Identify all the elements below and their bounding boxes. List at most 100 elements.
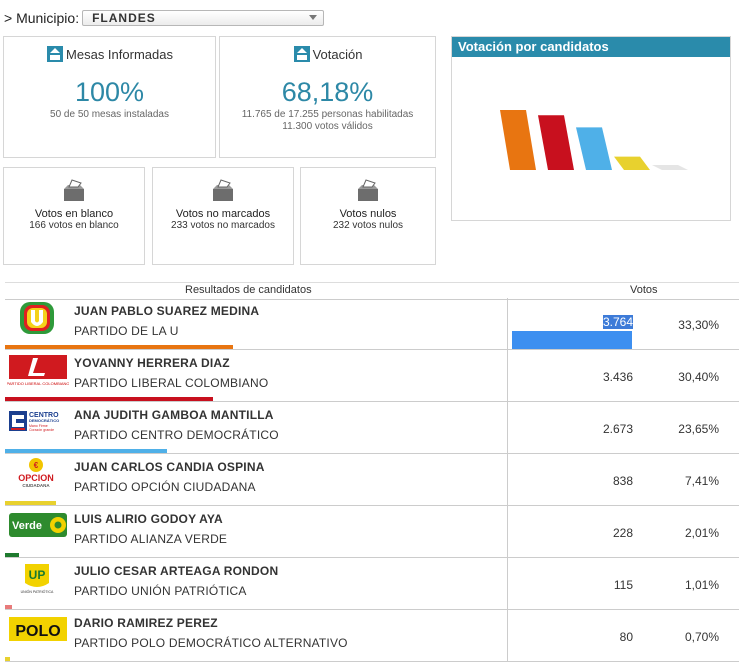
candidate-votes: 3.436	[602, 370, 633, 384]
candidates-chart[interactable]	[452, 57, 730, 220]
table-row[interactable]: POLO DARIO RAMIREZ PEREZ PARTIDO POLO DE…	[5, 610, 739, 662]
municipio-select[interactable]: FLANDES	[82, 10, 325, 26]
column-divider	[507, 298, 508, 349]
candidate-votes: 80	[619, 630, 633, 644]
votacion-detail-habilitadas: 11.765 de 17.255 personas habilitadas	[241, 109, 414, 120]
votos-nulos-title: Votos nulos	[339, 208, 397, 220]
candidate-percent: 30,40%	[678, 370, 719, 384]
candidate-votes: 838	[612, 474, 633, 488]
party-color-bar	[5, 605, 12, 609]
mesas-informadas-card: Mesas Informadas 100% 50 de 50 mesas ins…	[3, 36, 216, 158]
partido-liberal-logo: PARTIDO LIBERAL COLOMBIANO	[7, 355, 69, 386]
table-row[interactable]: PARTIDO LIBERAL COLOMBIANO YOVANNY HERRE…	[5, 350, 739, 402]
candidate-percent: 7,41%	[684, 474, 719, 488]
ballot-box-icon	[64, 179, 84, 201]
ballot-box-icon	[358, 179, 378, 201]
votacion-card: Votación 68,18% 11.765 de 17.255 persona…	[219, 36, 436, 158]
party-color-bar	[5, 501, 56, 505]
svg-text:PARTIDO LIBERAL COLOMBIANO: PARTIDO LIBERAL COLOMBIANO	[7, 381, 69, 386]
svg-text:Corazón grande: Corazón grande	[29, 428, 54, 432]
ballot-box-icon	[213, 179, 233, 201]
candidate-votes: 2.673	[602, 422, 633, 436]
chart-title: Votación por candidatos	[452, 37, 730, 57]
votos-en-blanco-card: Votos en blanco 166 votos en blanco	[3, 167, 145, 265]
votes-bar	[512, 331, 632, 349]
column-divider	[507, 506, 508, 557]
votos-nulos-card: Votos nulos 232 votos nulos	[300, 167, 436, 265]
chart-bar-1[interactable]	[500, 110, 536, 170]
votos-no-marcados-count: 233 votos no marcados	[171, 220, 275, 231]
candidate-percent: 23,65%	[678, 422, 719, 436]
svg-text:CIUDADANA: CIUDADANA	[22, 483, 50, 488]
votacion-title: Votación	[220, 45, 435, 63]
mesas-informadas-label: Mesas Informadas	[66, 46, 173, 62]
results-header-candidates: Resultados de candidatos	[185, 284, 312, 296]
votos-no-marcados-title: Votos no marcados	[175, 208, 271, 220]
union-patriotica-logo: UP UNIÓN PATRIÓTICA	[21, 564, 54, 594]
mesas-percent: 100%	[74, 77, 145, 107]
centro-democratico-logo: CENTRO DEMOCRÁTICO Mano Firme Corazón gr…	[9, 411, 59, 432]
partido-de-la-u-logo	[20, 302, 54, 334]
table-row[interactable]: € OPCION CIUDADANA JUAN CARLOS CANDIA OS…	[5, 454, 739, 506]
alianza-verde-logo: Verde	[9, 513, 67, 537]
opcion-ciudadana-logo: € OPCION CIUDADANA	[18, 458, 54, 488]
table-row[interactable]: JUAN PABLO SUAREZ MEDINA PARTIDO DE LA U…	[5, 298, 739, 350]
results-header: Resultados de candidatos Votos	[5, 282, 739, 300]
candidate-name: YOVANNY HERRERA DIAZ	[74, 356, 230, 370]
svg-text:UP: UP	[29, 568, 46, 582]
candidate-name: JULIO CESAR ARTEAGA RONDON	[74, 564, 279, 578]
votacion-por-candidatos-panel: Votación por candidatos	[451, 36, 731, 221]
municipio-selector-row: > Municipio: FLANDES	[4, 10, 325, 26]
results-header-votes: Votos	[630, 284, 658, 296]
candidate-party: PARTIDO LIBERAL COLOMBIANO	[74, 376, 269, 390]
candidate-party: PARTIDO ALIANZA VERDE	[74, 532, 228, 546]
chevron-down-icon	[309, 15, 318, 20]
votos-no-marcados-card: Votos no marcados 233 votos no marcados	[152, 167, 294, 265]
svg-text:DEMOCRÁTICO: DEMOCRÁTICO	[29, 418, 59, 423]
municipio-selected-value: FLANDES	[92, 11, 156, 25]
svg-text:Verde: Verde	[12, 520, 42, 532]
column-divider	[507, 610, 508, 661]
candidate-party: PARTIDO CENTRO DEMOCRÁTICO	[74, 428, 279, 442]
candidate-name: ANA JUDITH GAMBOA MANTILLA	[74, 408, 274, 422]
column-divider	[507, 558, 508, 609]
svg-text:UNIÓN PATRIÓTICA: UNIÓN PATRIÓTICA	[21, 589, 54, 594]
candidate-name: DARIO RAMIREZ PEREZ	[74, 616, 218, 630]
votacion-detail-validos: 11.300 votos válidos	[282, 121, 373, 132]
column-divider	[507, 402, 508, 453]
candidate-party: PARTIDO OPCIÓN CIUDADANA	[74, 480, 256, 494]
column-divider	[507, 454, 508, 505]
votos-en-blanco-count: 166 votos en blanco	[29, 220, 119, 231]
chart-bar-5[interactable]	[652, 165, 688, 170]
municipio-label: > Municipio:	[4, 10, 80, 26]
candidate-name: JUAN CARLOS CANDIA OSPINA	[74, 460, 265, 474]
candidate-percent: 1,01%	[684, 578, 719, 592]
candidate-votes: 3.764	[602, 315, 633, 329]
candidate-name: LUIS ALIRIO GODOY AYA	[74, 512, 223, 526]
party-color-bar	[5, 449, 167, 453]
votos-en-blanco-title: Votos en blanco	[34, 208, 114, 220]
chart-bar-2[interactable]	[538, 115, 574, 170]
table-row[interactable]: Verde LUIS ALIRIO GODOY AYA PARTIDO ALIA…	[5, 506, 739, 558]
party-color-bar	[5, 345, 233, 349]
table-row[interactable]: UP UNIÓN PATRIÓTICA JULIO CESAR ARTEAGA …	[5, 558, 739, 610]
polo-democratico-logo: POLO	[9, 617, 67, 641]
party-color-bar	[5, 553, 19, 557]
mesas-detail: 50 de 50 mesas instaladas	[50, 109, 169, 120]
svg-text:POLO: POLO	[15, 623, 60, 640]
votos-nulos-count: 232 votos nulos	[332, 220, 404, 231]
chart-bar-4[interactable]	[614, 156, 650, 170]
candidate-percent: 33,30%	[678, 318, 719, 332]
votacion-label: Votación	[312, 46, 363, 62]
ballot-box-icon	[293, 46, 310, 62]
chart-bar-3[interactable]	[576, 127, 612, 170]
votacion-percent: 68,18%	[281, 77, 374, 107]
party-color-bar	[5, 657, 10, 661]
column-divider	[507, 350, 508, 401]
candidate-percent: 0,70%	[684, 630, 719, 644]
candidate-party: PARTIDO UNIÓN PATRIÓTICA	[74, 584, 247, 598]
party-color-bar	[5, 397, 213, 401]
svg-text:CENTRO: CENTRO	[29, 412, 59, 419]
table-row[interactable]: CENTRO DEMOCRÁTICO Mano Firme Corazón gr…	[5, 402, 739, 454]
candidate-percent: 2,01%	[684, 526, 719, 540]
